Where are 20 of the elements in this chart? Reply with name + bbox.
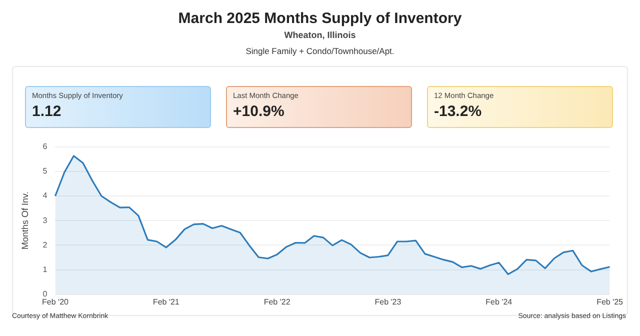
text: -13.2% — [434, 103, 483, 120]
y-tick-label: 4 — [42, 191, 48, 200]
x-tick-label: Feb '20 — [42, 297, 70, 306]
x-tick-label: Feb '24 — [486, 297, 513, 306]
x-tick-label: Feb '25 — [596, 297, 624, 306]
x-tick-label: Feb '21 — [152, 297, 180, 306]
y-tick-label: 6 — [42, 142, 48, 152]
text: 1.12 — [32, 103, 62, 120]
x-tick-label: Feb '22 — [264, 297, 291, 306]
y-tick-label: 2 — [42, 240, 48, 250]
text: +10.9% — [233, 103, 286, 120]
y-tick-label: 5 — [42, 166, 48, 176]
x-tick-label: Feb '23 — [374, 297, 402, 306]
y-tick-label: 1 — [42, 265, 48, 274]
chart-subtitle: Wheaton, Illinois — [283, 30, 357, 40]
y-tick-label: 3 — [42, 216, 48, 225]
chart-title: March 2025 Months Supply of Inventory — [177, 10, 463, 27]
y-tick-label: 0 — [42, 290, 48, 299]
y-axis-title: Months Of Inv. — [20, 192, 30, 250]
text: Single Family + Condo/Townhouse/Apt. — [244, 46, 396, 56]
